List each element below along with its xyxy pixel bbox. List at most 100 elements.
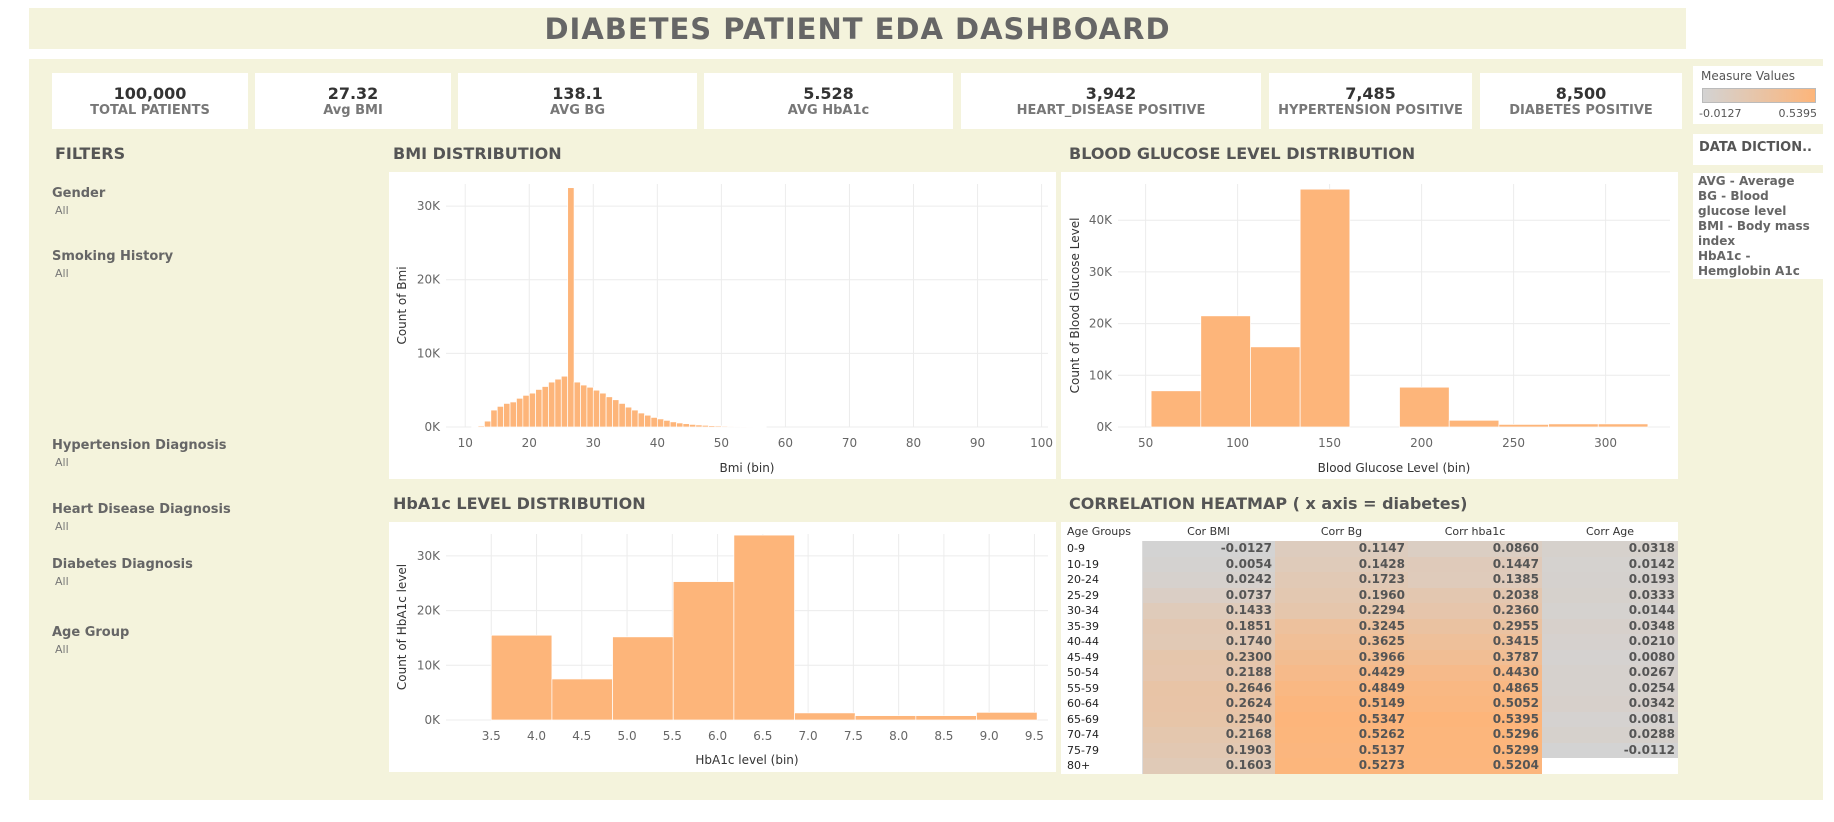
heatmap-cell[interactable]: 0.0318	[1542, 541, 1678, 557]
heatmap-cell[interactable]: 0.1428	[1275, 556, 1408, 572]
heatmap-cell[interactable]	[1542, 758, 1678, 774]
histogram-bar[interactable]	[605, 396, 613, 428]
histogram-bar[interactable]	[1399, 386, 1450, 428]
histogram-bar[interactable]	[567, 187, 575, 428]
heatmap-cell[interactable]: 0.5395	[1408, 711, 1542, 727]
heatmap-cell[interactable]: 0.0144	[1542, 603, 1678, 619]
heatmap-cell[interactable]: -0.0112	[1542, 742, 1678, 758]
heatmap-cell[interactable]: 0.5052	[1408, 696, 1542, 712]
heatmap-cell[interactable]: 0.2168	[1142, 727, 1275, 743]
filter-hypertension[interactable]: Hypertension Diagnosis All	[52, 437, 227, 471]
heatmap-cell[interactable]: 0.0333	[1542, 587, 1678, 603]
heatmap-cell[interactable]: 0.3415	[1408, 634, 1542, 650]
heatmap-cell[interactable]: 0.1851	[1142, 618, 1275, 634]
histogram-bar[interactable]	[560, 375, 569, 428]
histogram-bar[interactable]	[746, 426, 754, 428]
filter-value[interactable]: All	[55, 267, 69, 280]
heatmap-cell[interactable]: 0.0737	[1142, 587, 1275, 603]
histogram-bar[interactable]	[484, 420, 492, 428]
histogram-bar[interactable]	[1200, 315, 1251, 428]
heatmap-cell[interactable]: 0.0210	[1542, 634, 1678, 650]
histogram-bar[interactable]	[1299, 188, 1351, 428]
histogram-bar[interactable]	[672, 581, 735, 721]
heatmap-cell[interactable]: 0.1723	[1275, 572, 1408, 588]
heatmap-cell[interactable]: 0.2188	[1142, 665, 1275, 681]
histogram-bar[interactable]	[516, 397, 524, 428]
histogram-bar[interactable]	[976, 711, 1038, 721]
histogram-bar[interactable]	[496, 406, 504, 428]
histogram-bar[interactable]	[733, 534, 795, 721]
histogram-bar[interactable]	[471, 426, 479, 428]
heatmap-cell[interactable]: 0.4429	[1275, 665, 1408, 681]
histogram-bar[interactable]	[554, 378, 562, 428]
histogram-bar[interactable]	[663, 420, 671, 428]
heatmap-cell[interactable]: 0.0267	[1542, 665, 1678, 681]
heatmap-cell[interactable]: 0.1740	[1142, 634, 1275, 650]
histogram-bar[interactable]	[1250, 346, 1301, 428]
histogram-bar[interactable]	[1548, 423, 1599, 428]
histogram-bar[interactable]	[624, 406, 633, 428]
histogram-bar[interactable]	[714, 425, 722, 428]
filter-value[interactable]: All	[55, 204, 69, 217]
heatmap-cell[interactable]: 0.0860	[1408, 541, 1542, 557]
heatmap-cell[interactable]: 0.5137	[1275, 742, 1408, 758]
heatmap-cell[interactable]: 0.0080	[1542, 649, 1678, 665]
heatmap-cell[interactable]: 0.0242	[1142, 572, 1275, 588]
histogram-bar[interactable]	[599, 392, 607, 428]
heatmap-cell[interactable]: 0.5204	[1408, 758, 1542, 774]
histogram-bar[interactable]	[551, 678, 613, 721]
histogram-bar[interactable]	[733, 426, 741, 428]
histogram-bar[interactable]	[650, 417, 658, 428]
histogram-bar[interactable]	[490, 634, 553, 721]
heatmap-cell[interactable]: 0.1433	[1142, 603, 1275, 619]
heatmap-cell[interactable]: 0.1147	[1275, 541, 1408, 557]
histogram-bar[interactable]	[573, 381, 581, 428]
histogram-bar[interactable]	[915, 715, 977, 721]
heatmap-cell[interactable]: 0.0342	[1542, 696, 1678, 712]
heatmap-cell[interactable]: 0.4430	[1408, 665, 1542, 681]
heatmap-cell[interactable]: 0.4865	[1408, 680, 1542, 696]
histogram-bar[interactable]	[669, 421, 677, 428]
histogram-bar[interactable]	[701, 424, 709, 428]
filter-value[interactable]: All	[55, 520, 69, 533]
histogram-bar[interactable]	[727, 425, 735, 428]
histogram-bar[interactable]	[656, 418, 665, 428]
heatmap-cell[interactable]: 0.0142	[1542, 556, 1678, 572]
histogram-bar[interactable]	[759, 426, 767, 428]
heatmap-cell[interactable]: 0.2646	[1142, 680, 1275, 696]
histogram-bar[interactable]	[740, 426, 748, 428]
heatmap-cell[interactable]: 0.2624	[1142, 696, 1275, 712]
heatmap-cell[interactable]: 0.0348	[1542, 618, 1678, 634]
heatmap-cell[interactable]: 0.5149	[1275, 696, 1408, 712]
heatmap-cell[interactable]: 0.3966	[1275, 649, 1408, 665]
histogram-bar[interactable]	[548, 381, 556, 428]
heatmap-cell[interactable]: 0.1960	[1275, 587, 1408, 603]
histogram-bar[interactable]	[794, 712, 856, 721]
heatmap-cell[interactable]: 0.5347	[1275, 711, 1408, 727]
histogram-bar[interactable]	[580, 384, 588, 428]
heatmap-cell[interactable]: 0.5262	[1275, 727, 1408, 743]
filter-value[interactable]: All	[55, 575, 69, 588]
filter-value[interactable]: All	[55, 643, 69, 656]
heatmap-cell[interactable]: 0.0288	[1542, 727, 1678, 743]
heatmap-cell[interactable]: -0.0127	[1142, 541, 1275, 557]
histogram-bar[interactable]	[509, 401, 517, 428]
heatmap-cell[interactable]: 0.3787	[1408, 649, 1542, 665]
heatmap-cell[interactable]: 0.2360	[1408, 603, 1542, 619]
histogram-bar[interactable]	[644, 414, 652, 428]
heatmap-cell[interactable]: 0.4849	[1275, 680, 1408, 696]
histogram-bar[interactable]	[490, 409, 498, 428]
histogram-bar[interactable]	[1448, 419, 1500, 428]
histogram-bar[interactable]	[528, 392, 537, 428]
heatmap-cell[interactable]: 0.2955	[1408, 618, 1542, 634]
histogram-bar[interactable]	[612, 399, 620, 428]
heatmap-cell[interactable]: 0.1385	[1408, 572, 1542, 588]
filter-heart-disease[interactable]: Heart Disease Diagnosis All	[52, 501, 231, 535]
histogram-bar[interactable]	[477, 425, 485, 428]
histogram-bar[interactable]	[541, 386, 549, 428]
histogram-bar[interactable]	[1597, 423, 1649, 428]
histogram-bar[interactable]	[631, 409, 639, 428]
heatmap-cell[interactable]: 0.1603	[1142, 758, 1275, 774]
heatmap-cell[interactable]: 0.2294	[1275, 603, 1408, 619]
histogram-bar[interactable]	[612, 636, 674, 721]
